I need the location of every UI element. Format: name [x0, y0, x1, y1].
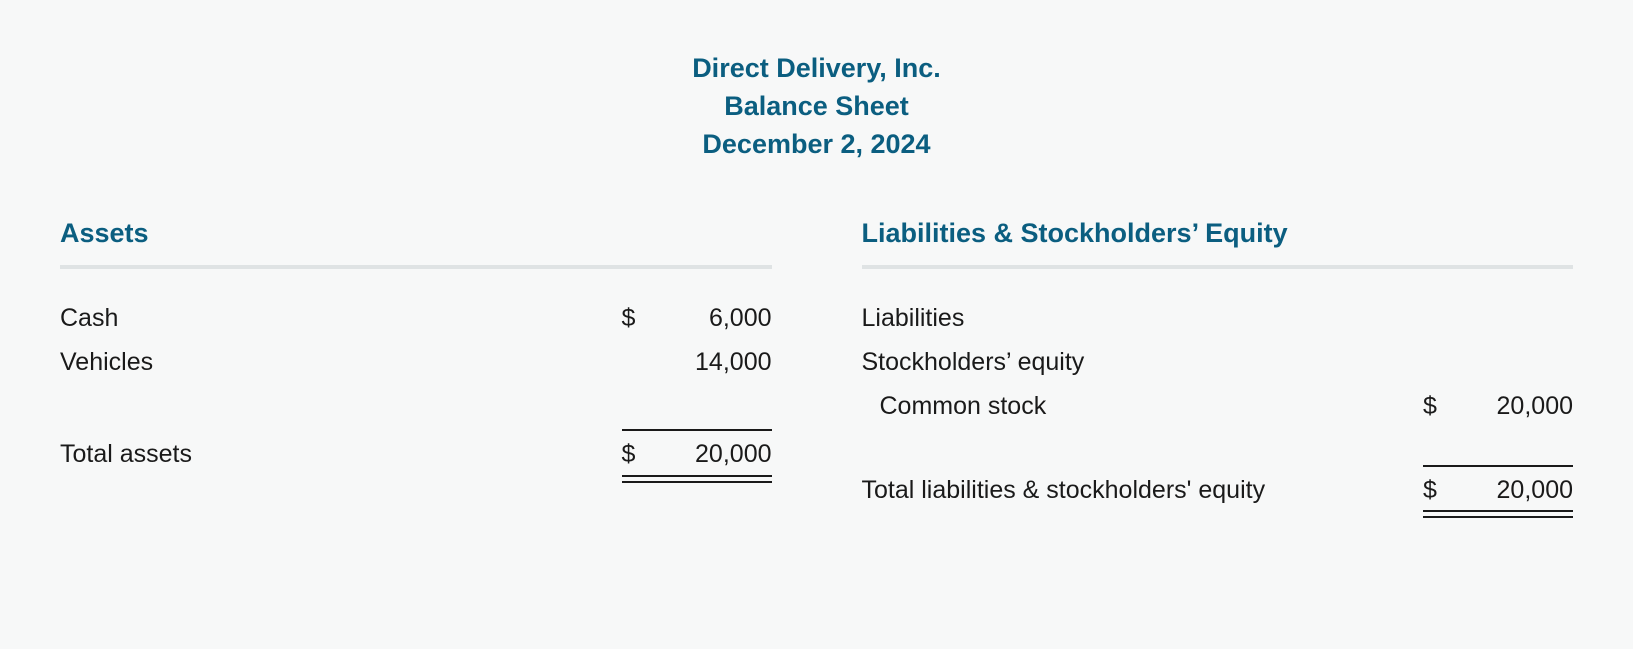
- amount-value: 20,000: [1445, 469, 1573, 513]
- amount-value: 6,000: [644, 297, 772, 341]
- assets-column: Assets Cash $ 6,000 Vehicles 14,000 Tota…: [60, 218, 772, 512]
- spacer: [862, 429, 1574, 465]
- equity-label: Common stock: [862, 385, 1424, 429]
- asset-row: Vehicles 14,000: [60, 341, 772, 385]
- asset-label: Cash: [60, 297, 622, 341]
- amount-value: 20,000: [1445, 385, 1573, 429]
- report-header: Direct Delivery, Inc. Balance Sheet Dece…: [60, 50, 1573, 163]
- liabilities-equity-column: Liabilities & Stockholders’ Equity Liabi…: [862, 218, 1574, 512]
- currency-symbol: $: [622, 297, 644, 341]
- liab-equity-title: Liabilities & Stockholders’ Equity: [862, 218, 1574, 249]
- assets-total-row: Total assets $ 20,000: [60, 429, 772, 477]
- amount-value: 20,000: [644, 433, 772, 477]
- liab-equity-total-label: Total liabilities & stockholders' equity: [862, 469, 1424, 513]
- liab-label: Liabilities: [862, 297, 1424, 341]
- equity-row: Common stock $ 20,000: [862, 385, 1574, 429]
- asset-amount: 14,000: [622, 341, 772, 385]
- report-title: Balance Sheet: [60, 88, 1573, 126]
- columns: Assets Cash $ 6,000 Vehicles 14,000 Tota…: [60, 218, 1573, 512]
- currency-symbol: $: [1423, 385, 1445, 429]
- liab-equity-rule: [862, 265, 1574, 269]
- assets-total-label: Total assets: [60, 433, 622, 477]
- equity-heading-row: Stockholders’ equity: [862, 341, 1574, 385]
- equity-heading-label: Stockholders’ equity: [862, 341, 1424, 385]
- currency-symbol: $: [1423, 469, 1445, 513]
- asset-amount: $ 6,000: [622, 297, 772, 341]
- asset-label: Vehicles: [60, 341, 622, 385]
- currency-symbol: $: [622, 433, 644, 477]
- spacer: [60, 385, 772, 429]
- equity-amount: $ 20,000: [1423, 385, 1573, 429]
- liab-equity-total-amount: $ 20,000: [1423, 465, 1573, 513]
- report-date: December 2, 2024: [60, 126, 1573, 164]
- liab-row: Liabilities: [862, 297, 1574, 341]
- amount-value: 14,000: [644, 341, 772, 385]
- liab-equity-total-row: Total liabilities & stockholders' equity…: [862, 465, 1574, 513]
- assets-total-amount: $ 20,000: [622, 429, 772, 477]
- assets-rule: [60, 265, 772, 269]
- assets-title: Assets: [60, 218, 772, 249]
- balance-sheet: Direct Delivery, Inc. Balance Sheet Dece…: [0, 0, 1633, 649]
- company-name: Direct Delivery, Inc.: [60, 50, 1573, 88]
- asset-row: Cash $ 6,000: [60, 297, 772, 341]
